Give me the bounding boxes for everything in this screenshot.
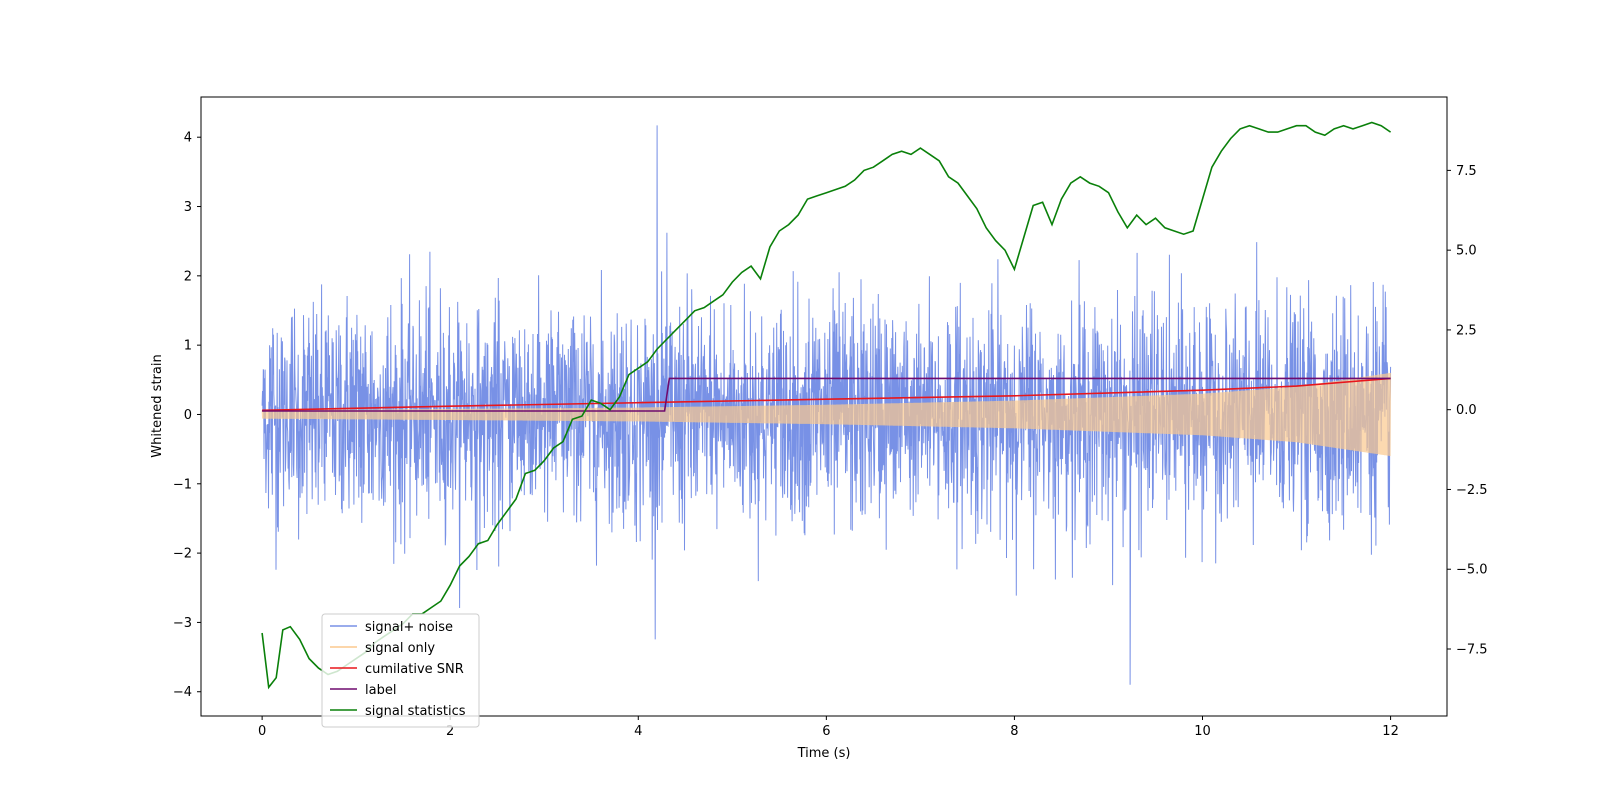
x-axis-title: Time (s): [797, 746, 851, 761]
y-tick-label: −2: [173, 547, 192, 562]
y2-tick-label: 2.5: [1456, 323, 1477, 338]
x-tick-label: 10: [1194, 724, 1211, 739]
legend-label: signal statistics: [365, 704, 466, 719]
legend-label: label: [365, 683, 396, 698]
y-tick-label: −4: [173, 685, 192, 700]
legend-label: cumilative SNR: [365, 662, 464, 677]
y2-tick-label: 5.0: [1456, 244, 1477, 259]
x-tick-label: 4: [634, 724, 642, 739]
y2-tick-label: 7.5: [1456, 164, 1477, 179]
y-tick-label: 0: [184, 408, 192, 423]
y-axis-left: −4 −3 −2 −1 0 1 2 3 4: [173, 131, 201, 700]
y-axis-right: −7.5 −5.0 −2.5 0.0 2.5 5.0 7.5: [1447, 164, 1488, 657]
y2-tick-label: −5.0: [1456, 563, 1488, 578]
y-tick-label: 1: [184, 339, 192, 354]
legend-label: signal+ noise: [365, 620, 453, 635]
series-line-cumilative-snr: [262, 377, 1391, 412]
x-tick-label: 8: [1010, 724, 1018, 739]
series-line-signal-statistics: [261, 121, 1392, 690]
plot-frame: [200, 96, 1448, 717]
series-line-signal-noise: [261, 125, 1392, 685]
x-tick-label: 12: [1382, 724, 1399, 739]
y2-tick-label: −2.5: [1456, 483, 1488, 498]
y-tick-label: 4: [184, 131, 192, 146]
y-tick-label: −3: [173, 616, 192, 631]
y2-tick-label: 0.0: [1456, 403, 1477, 418]
y-tick-label: −1: [173, 477, 192, 492]
legend-box: [321, 613, 480, 728]
x-tick-label: 2: [446, 724, 454, 739]
series-line-label: [262, 377, 1391, 412]
legend: signal+ noise signal only cumilative SNR la…: [321, 613, 480, 728]
series-line-signal-only: [261, 372, 1392, 457]
y-tick-label: 2: [184, 269, 192, 284]
series-layer: [261, 121, 1392, 690]
x-tick-label: 6: [822, 724, 830, 739]
y-axis-title: Whitened strain: [150, 354, 165, 457]
y2-tick-label: −7.5: [1456, 642, 1488, 657]
x-tick-label: 0: [258, 724, 266, 739]
legend-label: signal only: [365, 641, 435, 656]
y-tick-label: 3: [184, 200, 192, 215]
